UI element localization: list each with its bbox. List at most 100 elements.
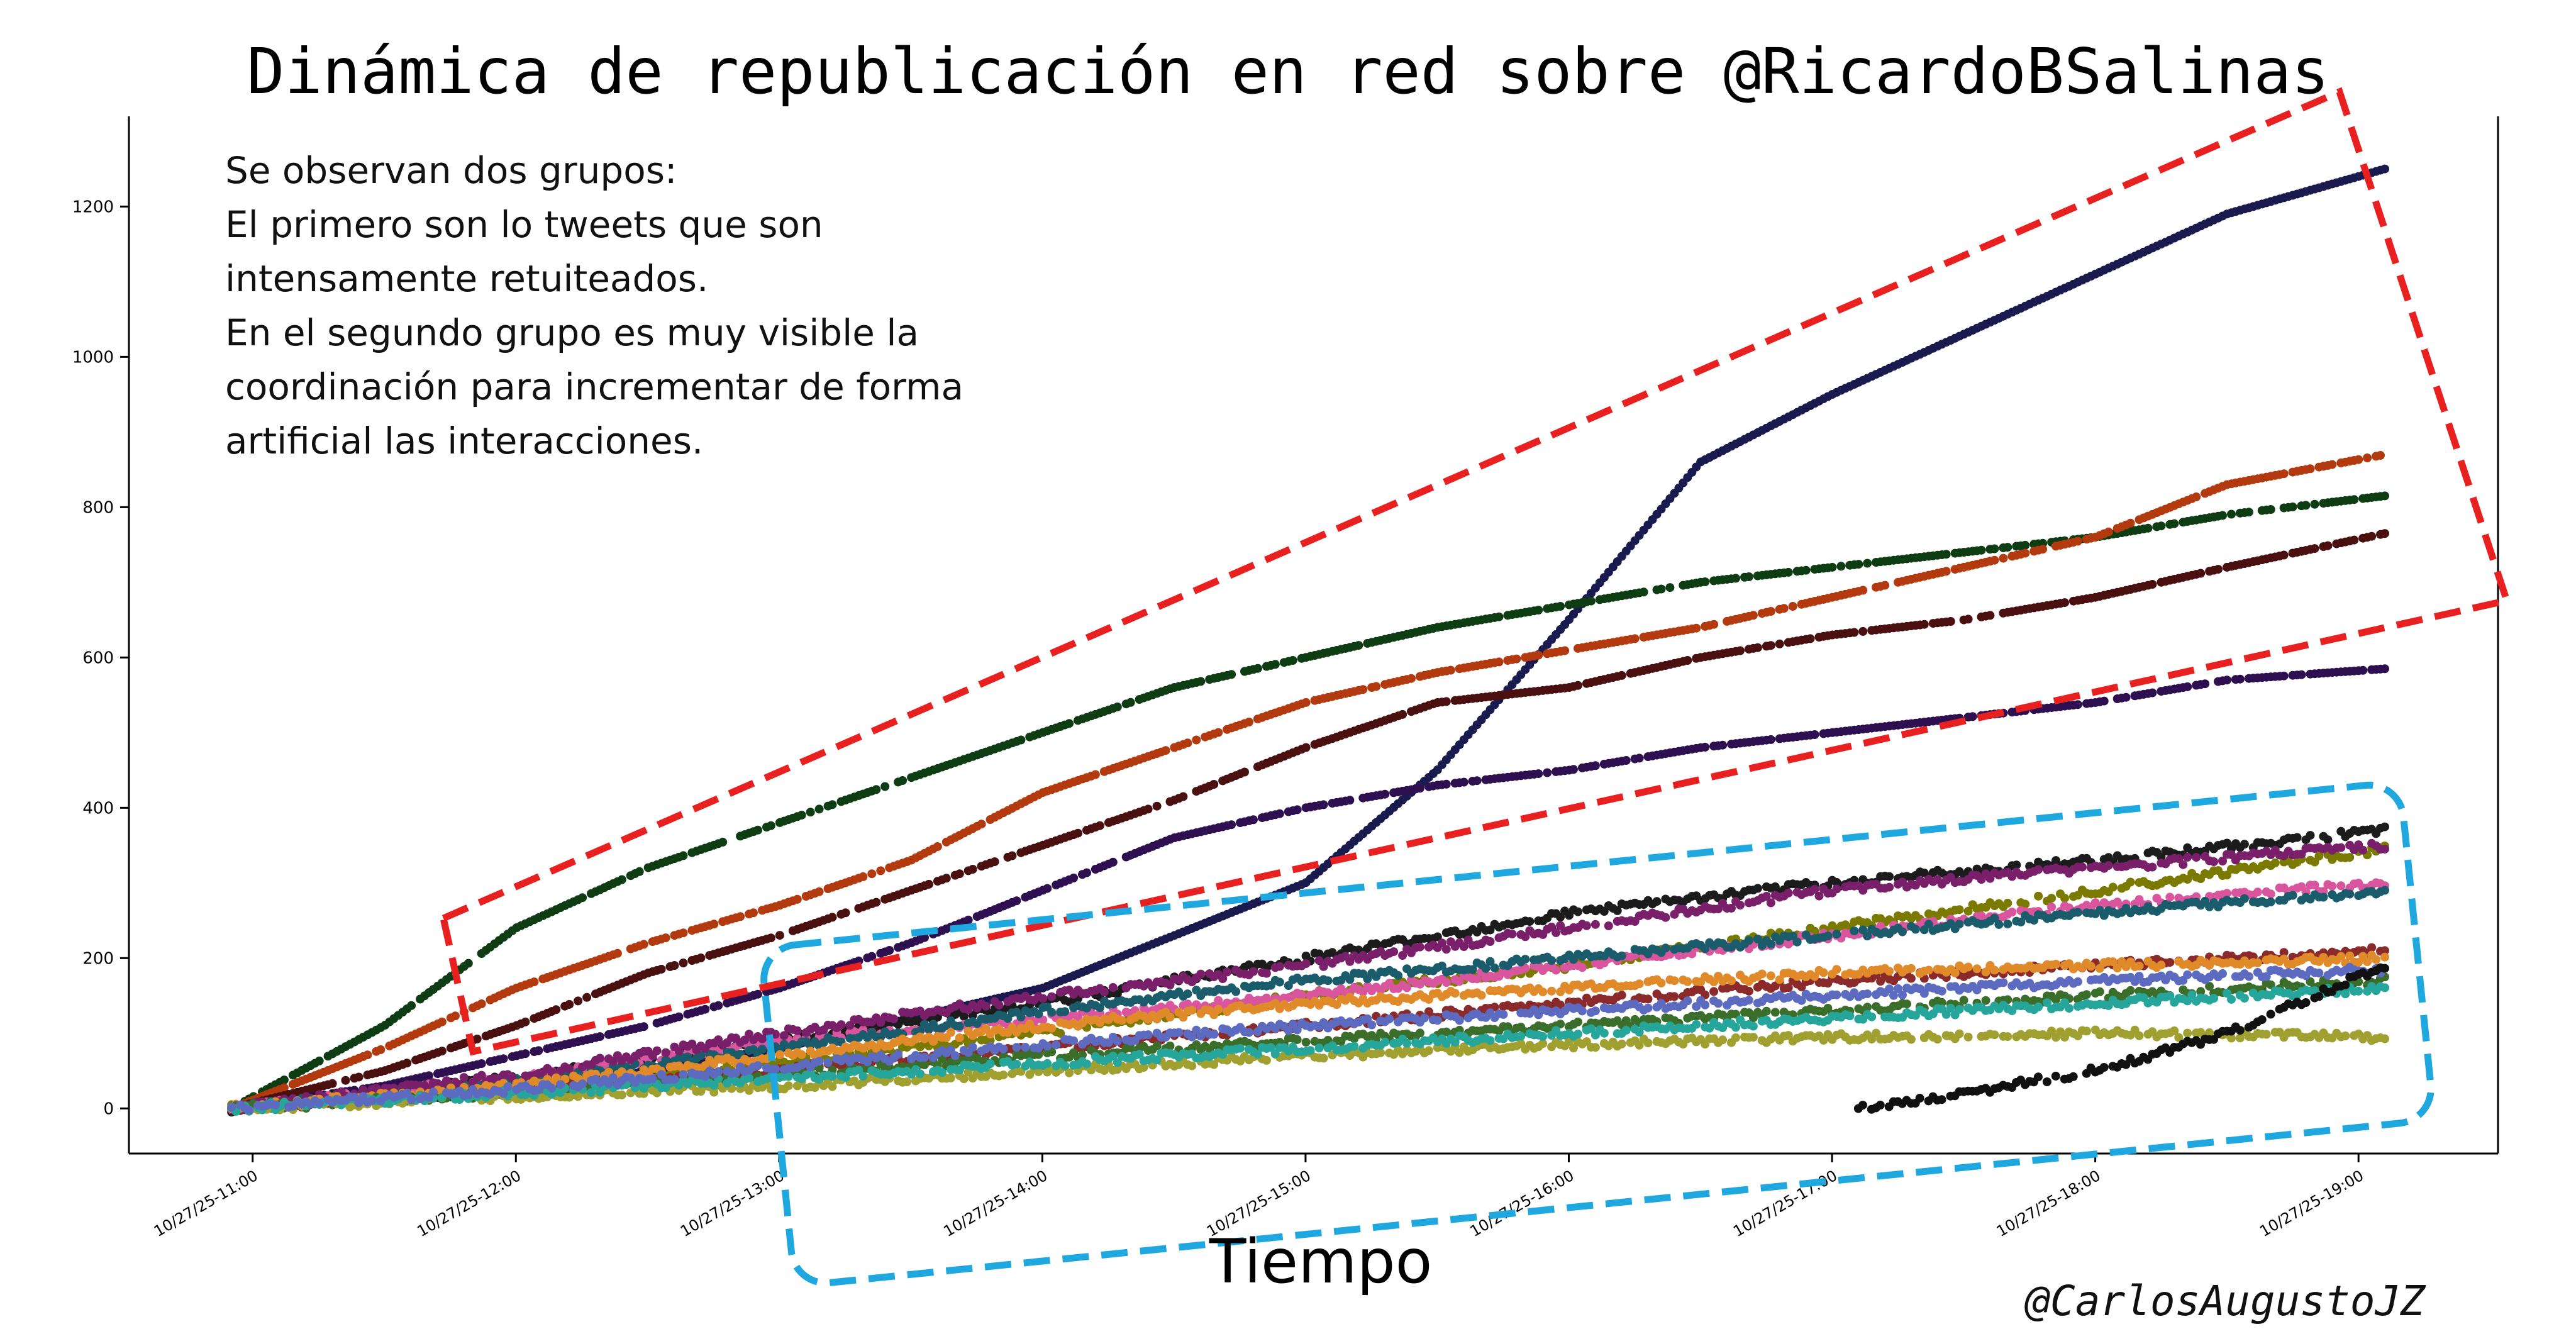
data-point [2192, 853, 2201, 862]
data-point [2073, 908, 2082, 917]
data-point [1999, 553, 2008, 563]
data-point [924, 879, 933, 889]
data-point [2350, 495, 2359, 504]
data-point [2240, 840, 2249, 849]
data-point [955, 1033, 964, 1042]
data-point [2279, 550, 2289, 560]
data-point [1985, 611, 1995, 620]
data-point [674, 1012, 684, 1021]
data-point [1560, 646, 1570, 655]
chart-title: Dinámica de republicación en red sobre @… [247, 35, 2329, 108]
data-point [1832, 884, 1841, 894]
data-point [1621, 756, 1631, 765]
data-point [709, 920, 719, 929]
data-point [1753, 643, 1762, 652]
data-point [341, 1076, 350, 1085]
data-point [2157, 521, 2166, 531]
data-point [1941, 567, 1951, 576]
y-tick-label: 0 [103, 1099, 114, 1118]
data-point [1832, 930, 1841, 939]
data-point [2143, 523, 2153, 533]
data-point [1108, 857, 1118, 867]
data-point [1784, 567, 1793, 577]
data-point [1398, 709, 1407, 719]
data-point [1415, 784, 1424, 793]
data-point [1639, 587, 1648, 597]
data-point [1547, 956, 1557, 965]
data-point [1441, 945, 1451, 954]
data-point [2003, 898, 2012, 908]
data-point [806, 808, 815, 817]
data-point [1490, 963, 1499, 972]
data-point [736, 912, 745, 921]
data-point [2126, 518, 2135, 528]
data-point [1753, 884, 1762, 893]
data-point [1534, 606, 1543, 614]
data-point [1850, 926, 1859, 935]
data-point [1911, 925, 1920, 934]
data-point [521, 1049, 530, 1059]
data-point [1323, 976, 1333, 986]
data-point [1591, 920, 1600, 929]
data-point [2099, 696, 2109, 706]
data-point [464, 959, 473, 968]
data-point [661, 933, 670, 943]
data-point [1919, 620, 1929, 629]
data-point [1494, 657, 1504, 667]
data-point [639, 940, 648, 949]
data-point [1485, 937, 1495, 946]
data-point [1441, 779, 1451, 789]
data-point [1801, 565, 1811, 575]
data-point [941, 874, 951, 883]
y-tick-label: 400 [82, 799, 114, 818]
data-point [1113, 702, 1122, 711]
data-point [679, 851, 688, 860]
data-point [2288, 502, 2297, 511]
data-point [1577, 963, 1587, 972]
data-point [1512, 654, 1521, 664]
data-point [1534, 650, 1543, 660]
data-point [1301, 743, 1311, 752]
data-point [718, 837, 728, 847]
data-point [574, 996, 583, 1006]
data-point [1245, 717, 1253, 726]
data-point [1863, 559, 1872, 568]
data-point [1885, 872, 1894, 881]
data-point [1521, 955, 1530, 964]
data-point [1043, 884, 1052, 893]
data-point [1415, 942, 1424, 952]
data-point [1038, 994, 1048, 1003]
data-point [1196, 969, 1206, 979]
data-point [2003, 920, 2012, 929]
data-point [2301, 501, 2311, 510]
data-point [758, 1045, 767, 1054]
data-point [2223, 676, 2231, 685]
data-point [657, 964, 666, 974]
data-point [1074, 828, 1082, 838]
data-point [977, 820, 986, 829]
data-point [1823, 931, 1833, 940]
data-point [2380, 491, 2389, 501]
data-point [981, 1001, 991, 1011]
data-point [2350, 535, 2359, 545]
data-point [775, 1050, 784, 1059]
data-point [1748, 611, 1758, 620]
data-point [2148, 862, 2157, 872]
data-point [1766, 641, 1775, 650]
data-point [858, 872, 868, 881]
data-point [867, 869, 877, 879]
data-point [1069, 873, 1079, 882]
data-point [994, 1001, 1004, 1010]
data-point [639, 1022, 648, 1032]
data-point [828, 913, 837, 922]
data-point [2007, 908, 2017, 917]
data-point [459, 1073, 469, 1082]
data-point [889, 1014, 899, 1023]
data-point [2240, 894, 2249, 903]
data-point [1091, 770, 1100, 779]
data-point [1635, 753, 1644, 763]
data-point [1209, 780, 1219, 789]
data-point [797, 810, 806, 820]
data-point [1556, 602, 1565, 611]
